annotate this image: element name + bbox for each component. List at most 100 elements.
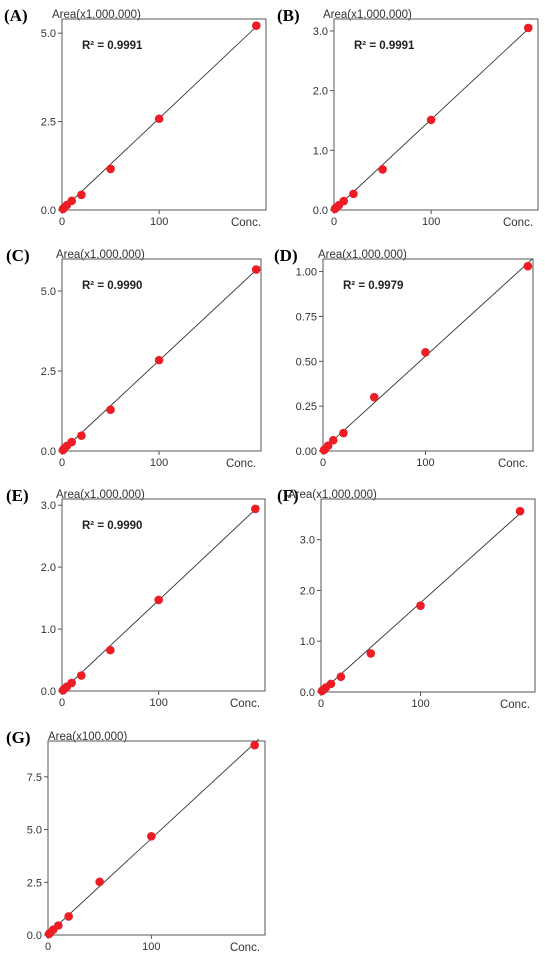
data-point xyxy=(339,196,349,206)
data-point xyxy=(369,392,379,402)
y-tick-label: 2.5 xyxy=(41,366,56,378)
chart-panel: (C) Area(x1,000,000) 0.0 2.5 5.0 0 100 Conc. R² … xyxy=(0,240,272,478)
data-point xyxy=(67,437,77,447)
data-point xyxy=(251,21,261,31)
y-tick-label: 0.75 xyxy=(296,311,317,323)
panel-label: (D) xyxy=(274,246,298,265)
data-point xyxy=(154,595,163,605)
data-point xyxy=(95,877,104,887)
y-tick-label: 3.0 xyxy=(300,535,315,547)
chart-panel: (G) Area(x100,000) 0.0 2.5 5.0 7.5 0 100 Conc. xyxy=(0,722,272,960)
y-tick-label: 1.0 xyxy=(300,636,315,648)
plot-svg: 0.0 2.5 5.0 0 100 Conc. R² = 0.9991 xyxy=(41,18,267,229)
data-point xyxy=(77,431,86,440)
x-tick-label: 0 xyxy=(59,697,65,709)
y-tick-label: 7.5 xyxy=(27,772,42,784)
y-tick-label: 0.0 xyxy=(41,205,56,217)
y-axis-label: Area(x1,000,000) xyxy=(323,9,412,21)
plot-svg: 0.0 1.0 2.0 3.0 0 100 Conc. R² = 0.9991 xyxy=(313,18,539,229)
r-squared-label: R² = 0.9990 xyxy=(82,520,142,532)
data-point xyxy=(326,679,336,689)
y-axis-label: Area(x1,000,000) xyxy=(56,489,145,501)
panel-label: (E) xyxy=(6,486,29,505)
y-tick-label: 2.5 xyxy=(27,877,42,889)
data-point xyxy=(426,115,436,125)
panel-label: (G) xyxy=(6,728,31,747)
data-point xyxy=(77,190,86,200)
x-axis-label: Conc. xyxy=(226,458,256,470)
y-axis-label: Area(x1,000,000) xyxy=(56,249,145,261)
y-tick-label: 2.0 xyxy=(41,562,56,574)
data-point xyxy=(67,678,76,688)
plot-svg: 0.0 2.5 5.0 0 100 Conc. R² = 0.9990 xyxy=(41,258,262,470)
r-squared-label: R² = 0.9990 xyxy=(82,280,142,292)
chart-panel: (E) Area(x1,000,000) 0.0 1.0 2.0 3.0 0 100 Conc.… xyxy=(0,480,272,718)
data-point xyxy=(106,645,115,655)
x-axis-label: Conc. xyxy=(230,942,260,954)
data-point xyxy=(416,601,425,610)
y-tick-label: 3.0 xyxy=(313,26,328,38)
y-axis-label: Area(x1,000,000) xyxy=(318,249,407,261)
x-tick-label: 100 xyxy=(416,457,434,469)
x-axis-label: Conc. xyxy=(500,699,530,711)
data-point xyxy=(251,265,261,274)
plot-frame xyxy=(320,498,536,693)
data-point xyxy=(349,189,358,199)
plot-frame xyxy=(333,18,539,211)
panel-label: (C) xyxy=(6,246,30,265)
plot-frame xyxy=(61,18,267,211)
plot-frame xyxy=(47,740,266,936)
data-point xyxy=(106,164,115,174)
x-tick-label: 100 xyxy=(150,216,168,228)
panel-label: (B) xyxy=(277,6,300,25)
data-point xyxy=(77,671,86,680)
data-point xyxy=(250,740,259,750)
y-tick-label: 3.0 xyxy=(41,500,56,512)
y-tick-label: 5.0 xyxy=(41,286,56,298)
data-point xyxy=(54,921,63,930)
y-tick-label: 5.0 xyxy=(41,28,56,40)
data-point xyxy=(515,506,525,516)
y-tick-label: 0.50 xyxy=(296,356,317,368)
data-point xyxy=(323,441,333,450)
r-squared-label: R² = 0.9979 xyxy=(343,280,403,292)
y-tick-label: 0.00 xyxy=(296,446,317,458)
r-squared-label: R² = 0.9991 xyxy=(82,40,143,52)
plot-frame xyxy=(61,258,262,452)
data-point xyxy=(339,428,348,438)
y-tick-label: 1.0 xyxy=(313,145,328,157)
data-point xyxy=(366,649,376,658)
x-tick-label: 100 xyxy=(422,216,440,228)
plot-frame xyxy=(61,498,266,692)
x-tick-label: 0 xyxy=(59,216,65,228)
data-point xyxy=(336,672,346,682)
y-axis-label: Area(x1,000,000) xyxy=(52,9,141,21)
y-axis-label: Area(x1,000,000) xyxy=(288,489,377,501)
plot-frame xyxy=(322,258,534,452)
chart-panel: (D) Area(x1,000,000) 0.00 0.25 0.50 0.75 1.00 0… xyxy=(260,240,534,478)
data-point xyxy=(251,504,260,514)
data-point xyxy=(378,165,387,174)
x-tick-label: 100 xyxy=(411,698,429,710)
y-tick-label: 0.25 xyxy=(296,401,317,413)
y-tick-label: 1.0 xyxy=(41,624,56,636)
r-squared-label: R² = 0.9991 xyxy=(354,40,415,52)
y-tick-label: 0.0 xyxy=(313,205,328,217)
panel-label: (F) xyxy=(277,486,299,505)
x-tick-label: 0 xyxy=(318,698,324,710)
plot-svg: 0.0 1.0 2.0 3.0 0 100 Conc. R² = 0.9990 xyxy=(41,498,266,710)
chart-panel: (B) Area(x1,000,000) 0.0 1.0 2.0 3.0 0 100 Conc.… xyxy=(273,0,545,238)
x-axis-label: Conc. xyxy=(498,458,528,470)
y-tick-label: 2.0 xyxy=(300,585,315,597)
x-axis-label: Conc. xyxy=(231,217,261,229)
data-point xyxy=(421,348,430,357)
y-tick-label: 5.0 xyxy=(27,825,42,837)
plot-svg: 0.00 0.25 0.50 0.75 1.00 0 100 Conc. R² = 0.9979 xyxy=(296,258,534,470)
x-tick-label: 0 xyxy=(59,457,65,469)
y-tick-label: 1.00 xyxy=(296,267,317,279)
y-tick-label: 0.0 xyxy=(300,687,315,699)
x-tick-label: 100 xyxy=(149,697,167,709)
data-point xyxy=(64,912,73,921)
x-axis-label: Conc. xyxy=(503,217,533,229)
chart-panel: (A) Area(x1,000,000) 0.0 2.5 5.0 0 100 Conc. R² … xyxy=(0,0,272,238)
